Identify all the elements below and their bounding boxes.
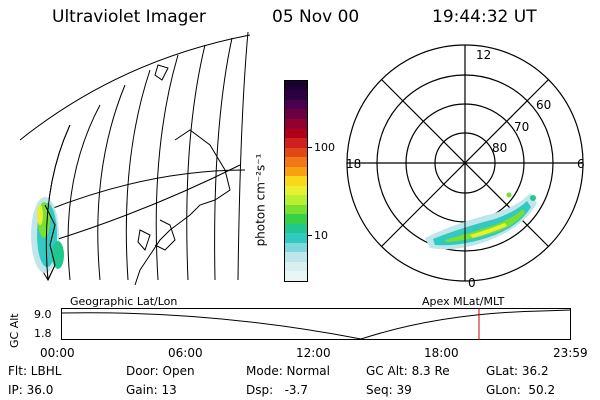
- colorbar-swatch: [285, 176, 307, 186]
- altitude-ylabel: GC Alt: [8, 313, 21, 348]
- info-dsp: Dsp: -3.7: [246, 383, 309, 397]
- colorbar-swatch: [285, 109, 307, 119]
- info-seq: Seq: 39: [366, 383, 412, 397]
- colorbar-swatch: [285, 252, 307, 262]
- polar-caption: Apex MLat/MLT: [422, 295, 505, 308]
- altitude-xtick-1: 06:00: [168, 346, 203, 360]
- colorbar-tick-10: 10: [314, 229, 328, 242]
- info-filter: Flt: LBHL: [8, 364, 62, 378]
- polar-lat-60: 60: [536, 98, 552, 112]
- colorbar-swatch: [285, 223, 307, 234]
- polar-lat-70: 70: [514, 120, 530, 134]
- colorbar-swatch: [285, 261, 307, 272]
- colorbar-major-tick: [308, 147, 312, 148]
- polar-label-12: 12: [476, 48, 492, 62]
- polar-plot: [346, 44, 584, 282]
- colorbar-label: photon cm⁻²s⁻¹: [253, 153, 268, 247]
- colorbar-swatch: [285, 118, 307, 129]
- colorbar: [284, 80, 308, 282]
- time-readout: 19:44:32 UT: [432, 7, 537, 27]
- colorbar-swatch: [285, 128, 307, 139]
- info-ip: IP: 36.0: [8, 383, 54, 397]
- colorbar-swatch: [285, 157, 307, 167]
- colorbar-swatch: [285, 147, 307, 158]
- map-caption: Geographic Lat/Lon: [70, 295, 178, 308]
- info-glon: GLon: 50.2: [486, 383, 556, 397]
- altitude-xtick-0: 00:00: [40, 346, 75, 360]
- altitude-ytick-high: 9.0: [34, 308, 52, 321]
- info-gc-alt: GC Alt: 8.3 Re: [366, 364, 450, 378]
- colorbar-major-tick: [308, 235, 312, 236]
- info-glat: GLat: 36.2: [486, 364, 549, 378]
- colorbar-swatch: [285, 185, 307, 196]
- colorbar-swatch: [285, 271, 307, 281]
- date-readout: 05 Nov 00: [272, 7, 360, 27]
- colorbar-swatch: [285, 204, 307, 215]
- colorbar-swatch: [285, 138, 307, 148]
- colorbar-swatch: [285, 90, 307, 100]
- polar-lat-80: 80: [492, 141, 508, 155]
- colorbar-swatch: [285, 166, 307, 177]
- colorbar-tick-100: 100: [314, 141, 335, 154]
- altitude-ytick-low: 1.8: [34, 327, 52, 340]
- colorbar-swatch: [285, 242, 307, 253]
- colorbar-swatch: [285, 80, 307, 91]
- info-door: Door: Open: [126, 364, 195, 378]
- polar-label-18: 18: [346, 157, 362, 171]
- map-aurora: [31, 197, 64, 273]
- colorbar-swatch: [285, 214, 307, 224]
- altitude-plot: [60, 308, 572, 340]
- info-mode: Mode: Normal: [246, 364, 330, 378]
- polar-label-0: 0: [468, 276, 476, 290]
- geographic-map: [19, 31, 251, 286]
- colorbar-swatch: [285, 99, 307, 110]
- info-gain: Gain: 13: [126, 383, 177, 397]
- altitude-xtick-3: 18:00: [424, 346, 459, 360]
- polar-aurora: [425, 192, 537, 250]
- polar-label-6: 6: [577, 157, 585, 171]
- altitude-xtick-2: 12:00: [296, 346, 331, 360]
- app-title: Ultraviolet Imager: [52, 7, 206, 27]
- altitude-xtick-4: 23:59: [553, 346, 588, 360]
- colorbar-swatch: [285, 195, 307, 205]
- colorbar-swatch: [285, 233, 307, 243]
